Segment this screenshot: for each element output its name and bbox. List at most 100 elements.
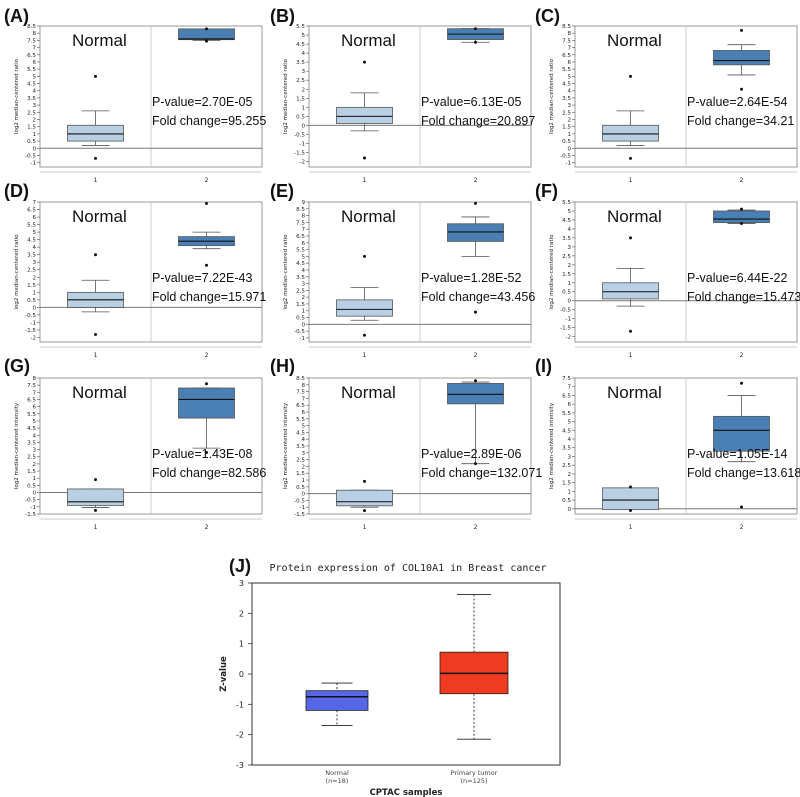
y-tick-label: 3 — [301, 282, 305, 288]
y-tick-label: 2.5 — [296, 288, 305, 294]
y-tick-label: 3.5 — [562, 96, 571, 102]
y-tick-label: -0.5 — [560, 308, 571, 314]
y-tick-label: 1.5 — [562, 125, 571, 131]
y-tick-label: 7 — [32, 390, 36, 396]
y-tick-label: 8 — [567, 31, 571, 37]
fold-change-text: Fold change=43.456 — [421, 290, 535, 304]
y-tick-label: 8.5 — [296, 207, 305, 213]
x-tick-label: 1 — [94, 177, 98, 184]
normal-outlier-point — [629, 509, 632, 513]
y-tick-label: 2 — [567, 472, 571, 478]
y-tick-label: 4.5 — [27, 82, 36, 88]
p-value-text: P-value=7.22E-43 — [152, 271, 252, 285]
panel-f: (F) -2 -1.5 -1 -0.5 0 0.5 1 1.5 2 2.5 3 3.5 4 4.5 5 5.5 l… — [535, 181, 800, 359]
fold-change-text: Fold change=132.071 — [421, 466, 542, 480]
x-tick-count: (n=18) — [326, 777, 349, 785]
normal-box — [602, 487, 659, 511]
y-tick-label: 6.5 — [296, 234, 305, 240]
y-tick-label: 7 — [32, 46, 36, 52]
y-tick-label: 0.5 — [27, 483, 36, 489]
y-tick-label: 8.5 — [27, 24, 36, 30]
y-tick-label: 0 — [32, 146, 36, 152]
normal-group-label: Normal — [607, 31, 662, 50]
normal-group-label: Normal — [607, 383, 662, 402]
normal-outlier-point — [363, 60, 366, 64]
y-tick-label: 2 — [301, 464, 305, 470]
y-tick-label: 6 — [567, 60, 571, 66]
tumor-box — [447, 383, 504, 405]
y-tick-label: 5 — [32, 230, 36, 236]
y-tick-label: 5.5 — [27, 67, 36, 73]
y-tick-label: -1 — [299, 336, 305, 342]
y-tick-label: 7.5 — [296, 220, 305, 226]
x-tick-label: 2 — [740, 177, 744, 184]
y-tick-label: 1.5 — [296, 302, 305, 308]
tumor-outlier-point — [205, 263, 208, 267]
normal-outlier-point — [94, 508, 97, 512]
normal-outlier-point — [629, 485, 632, 489]
x-tick-label: 2 — [205, 524, 209, 531]
p-value-text: P-value=6.44E-22 — [687, 271, 787, 285]
y-axis-label: log2 median-centered ratio — [283, 58, 289, 134]
tumor-outlier-point — [740, 505, 743, 509]
y-tick-label: 1 — [567, 281, 571, 287]
y-tick-label: 1.5 — [27, 125, 36, 131]
normal-group-label: Normal — [341, 31, 396, 50]
y-tick-label: 4.5 — [562, 218, 571, 224]
x-tick-label: 2 — [740, 524, 744, 531]
y-tick-label: -0.5 — [294, 498, 305, 504]
y-tick-label: 6 — [567, 402, 571, 408]
y-tick-label: 1 — [301, 309, 305, 315]
y-tick-label: 3 — [301, 451, 305, 457]
normal-group-label: Normal — [72, 207, 127, 226]
fold-change-text: Fold change=95.255 — [152, 114, 266, 128]
y-tick-label: 2 — [567, 263, 571, 269]
tumor-outlier-point — [205, 382, 208, 386]
tumor-box — [178, 387, 235, 419]
normal-group-label: Normal — [341, 383, 396, 402]
p-value-text: P-value=1.28E-52 — [421, 271, 521, 285]
tumor-outlier-point — [474, 379, 477, 383]
panel-label: (G) — [4, 356, 30, 376]
y-tick-label: 8 — [301, 383, 305, 389]
y-tick-label: 1 — [301, 105, 305, 111]
panel-label: (B) — [270, 6, 295, 26]
normal-outlier-point — [363, 333, 366, 337]
x-axis-label: CPTAC samples — [370, 788, 443, 797]
p-value-text: P-value=2.89E-06 — [421, 447, 521, 461]
y-tick-label: -0.5 — [25, 153, 36, 159]
y-axis-label: log2 median-centered ratio — [283, 234, 289, 310]
x-tick-label: 1 — [629, 352, 633, 359]
normal-outlier-point — [363, 479, 366, 483]
x-tick-label: 2 — [205, 352, 209, 359]
tumor-box — [178, 28, 235, 41]
y-tick-label: 4.5 — [296, 42, 305, 48]
y-tick-label: 3.5 — [296, 275, 305, 281]
tumor-outlier-point — [205, 39, 208, 43]
normal-box — [67, 488, 124, 506]
tumor-outlier-point — [740, 28, 743, 32]
tumor-outlier-point — [740, 207, 743, 211]
y-tick-label: 0 — [567, 507, 571, 513]
x-tick-label: 1 — [94, 524, 98, 531]
p-value-text: P-value=2.64E-54 — [687, 95, 787, 109]
y-axis-label: log2 median-centered ratio — [549, 234, 555, 310]
y-tick-label: 2.5 — [296, 78, 305, 84]
fold-change-text: Fold change=82.586 — [152, 466, 266, 480]
y-tick-label: 6.5 — [27, 53, 36, 59]
y-tick-label: 3.5 — [27, 96, 36, 102]
y-tick-label: 5 — [32, 74, 36, 80]
y-tick-label: 6.5 — [562, 393, 571, 399]
y-tick-label: 2 — [32, 275, 36, 281]
normal-outlier-point — [94, 74, 97, 78]
x-tick-label: Primary tumor — [451, 769, 498, 777]
x-tick-label: 1 — [363, 352, 367, 359]
x-tick-label: Normal — [325, 769, 349, 777]
y-tick-label: -1 — [30, 505, 36, 511]
p-value-text: P-value=1.05E-14 — [687, 447, 787, 461]
normal-outlier-point — [629, 156, 632, 160]
tumor-outlier-point — [205, 27, 208, 31]
panel-label: (C) — [535, 6, 560, 26]
x-tick-label: 1 — [629, 177, 633, 184]
y-tick-label: -3 — [236, 761, 244, 770]
